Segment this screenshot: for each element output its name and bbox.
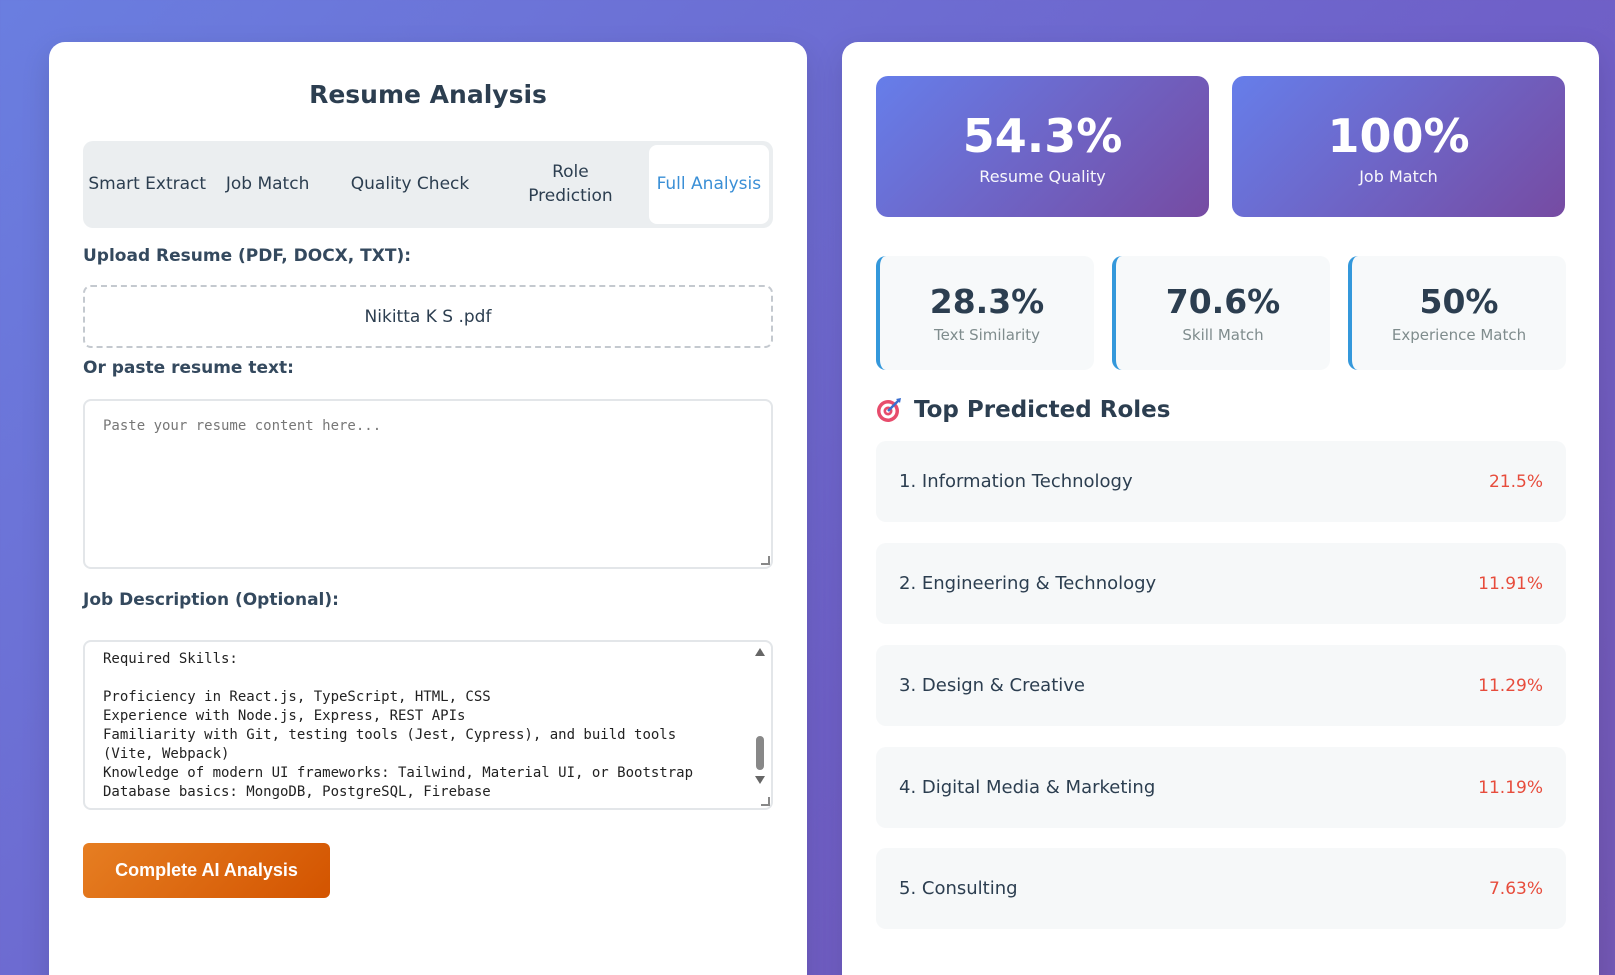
job-description-input[interactable]: Required Skills: Proficiency in React.js… xyxy=(83,640,773,810)
scroll-thumb[interactable] xyxy=(756,736,764,770)
role-percent: 11.19% xyxy=(1478,777,1543,798)
tab-smart-extract[interactable]: Smart Extract xyxy=(88,173,207,194)
role-name: 1. Information Technology xyxy=(899,471,1133,492)
resume-upload-dropzone[interactable]: Nikitta K S .pdf xyxy=(83,285,773,348)
job-description-label: Job Description (Optional): xyxy=(83,590,339,610)
upload-label: Upload Resume (PDF, DOCX, TXT): xyxy=(83,246,412,266)
tab-role-prediction[interactable]: Role Prediction xyxy=(528,161,613,206)
analysis-tabs: Smart Extract Job Match Quality Check Ro… xyxy=(83,141,773,228)
resume-analysis-panel: Resume Analysis Smart Extract Job Match … xyxy=(49,42,807,975)
uploaded-file-name: Nikitta K S .pdf xyxy=(364,306,492,327)
job-match-label: Job Match xyxy=(1359,167,1438,186)
role-item: 3. Design & Creative 11.29% xyxy=(876,645,1566,726)
skill-match-value: 70.6% xyxy=(1165,282,1281,321)
role-percent: 21.5% xyxy=(1488,471,1543,492)
tab-quality-check[interactable]: Quality Check xyxy=(350,173,470,194)
text-similarity-label: Text Similarity xyxy=(933,326,1041,344)
roles-heading: Top Predicted Roles xyxy=(876,397,1170,423)
tab-full-analysis[interactable]: Full Analysis xyxy=(648,145,770,224)
role-item: 5. Consulting 7.63% xyxy=(876,848,1566,929)
scroll-up-icon[interactable] xyxy=(755,648,765,656)
experience-match-label: Experience Match xyxy=(1391,326,1527,344)
role-name: 3. Design & Creative xyxy=(899,675,1085,696)
resize-grip-icon[interactable] xyxy=(761,556,770,565)
target-icon xyxy=(877,398,901,422)
job-match-value: 100% xyxy=(1327,109,1470,163)
job-match-card: 100% Job Match xyxy=(1232,76,1565,217)
jd-scrollbar[interactable] xyxy=(753,644,767,784)
complete-ai-analysis-button[interactable]: Complete AI Analysis xyxy=(83,843,330,898)
role-name: 4. Digital Media & Marketing xyxy=(899,777,1156,798)
text-similarity-value: 28.3% xyxy=(929,282,1045,321)
role-item: 1. Information Technology 21.5% xyxy=(876,441,1566,522)
tab-job-match[interactable]: Job Match xyxy=(225,173,310,194)
role-percent: 11.91% xyxy=(1478,573,1543,594)
resume-text-input[interactable] xyxy=(83,399,773,569)
text-similarity-card: 28.3% Text Similarity xyxy=(876,256,1094,370)
paste-label: Or paste resume text: xyxy=(83,358,294,378)
results-panel: 54.3% Resume Quality 100% Job Match 28.3… xyxy=(842,42,1599,975)
role-item: 2. Engineering & Technology 11.91% xyxy=(876,543,1566,624)
skill-match-card: 70.6% Skill Match xyxy=(1112,256,1330,370)
resume-quality-card: 54.3% Resume Quality xyxy=(876,76,1209,217)
page-title: Resume Analysis xyxy=(309,80,547,109)
experience-match-card: 50% Experience Match xyxy=(1348,256,1566,370)
scroll-down-icon[interactable] xyxy=(755,776,765,784)
role-name: 2. Engineering & Technology xyxy=(899,573,1157,594)
role-percent: 11.29% xyxy=(1478,675,1543,696)
resize-grip-icon[interactable] xyxy=(761,797,770,806)
role-item: 4. Digital Media & Marketing 11.19% xyxy=(876,747,1566,828)
roles-title: Top Predicted Roles xyxy=(914,397,1171,423)
role-percent: 7.63% xyxy=(1488,878,1543,899)
skill-match-label: Skill Match xyxy=(1182,326,1264,344)
resume-quality-value: 54.3% xyxy=(962,109,1123,163)
experience-match-value: 50% xyxy=(1419,282,1499,321)
role-name: 5. Consulting xyxy=(899,878,1018,899)
resume-quality-label: Resume Quality xyxy=(979,167,1106,186)
